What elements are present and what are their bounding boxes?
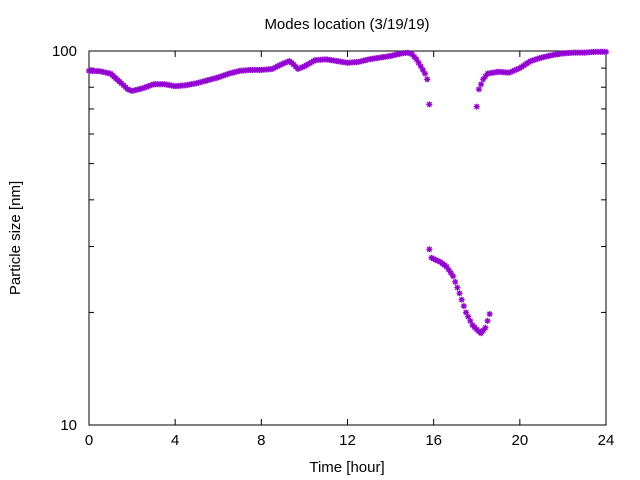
data-point: [460, 303, 467, 310]
data-point: [482, 324, 489, 331]
x-axis-label: Time [hour]: [309, 459, 384, 476]
y-minor-ticks: [89, 67, 606, 313]
x-tick-label: 12: [339, 432, 356, 449]
data-point: [475, 86, 482, 93]
data-point: [603, 48, 609, 55]
data-point: [447, 270, 454, 277]
x-tick-label: 0: [85, 432, 93, 449]
x-tick-label: 8: [257, 432, 265, 449]
data-point: [478, 81, 485, 88]
data-point: [473, 103, 480, 110]
data-point: [424, 76, 431, 83]
data-point: [422, 70, 429, 77]
data-point: [456, 290, 463, 297]
x-tick-label: 16: [425, 432, 442, 449]
data-point: [426, 101, 433, 108]
data-point: [426, 246, 433, 253]
x-axis-ticks: 0 4 8 12 16 20 24: [85, 51, 615, 449]
data-point: [458, 296, 465, 303]
x-tick-label: 24: [598, 432, 615, 449]
data-point: [454, 284, 461, 291]
x-tick-label: 4: [171, 432, 179, 449]
y-tick-label: 10: [60, 417, 77, 434]
data-point: [452, 278, 459, 285]
chart-title: Modes location (3/19/19): [264, 16, 429, 33]
x-tick-label: 20: [511, 432, 528, 449]
y-axis-label: Particle size [nm]: [7, 181, 24, 295]
data-point: [486, 311, 493, 318]
plot-frame: [88, 50, 607, 426]
data-point: [450, 273, 457, 280]
data-point: [462, 309, 469, 316]
data-points: [86, 48, 609, 337]
y-axis-ticks: 10 100: [52, 43, 606, 434]
y-tick-label: 100: [52, 43, 77, 60]
data-point: [445, 266, 452, 273]
data-point: [443, 263, 450, 270]
data-point: [465, 313, 472, 320]
data-point: [484, 317, 491, 324]
